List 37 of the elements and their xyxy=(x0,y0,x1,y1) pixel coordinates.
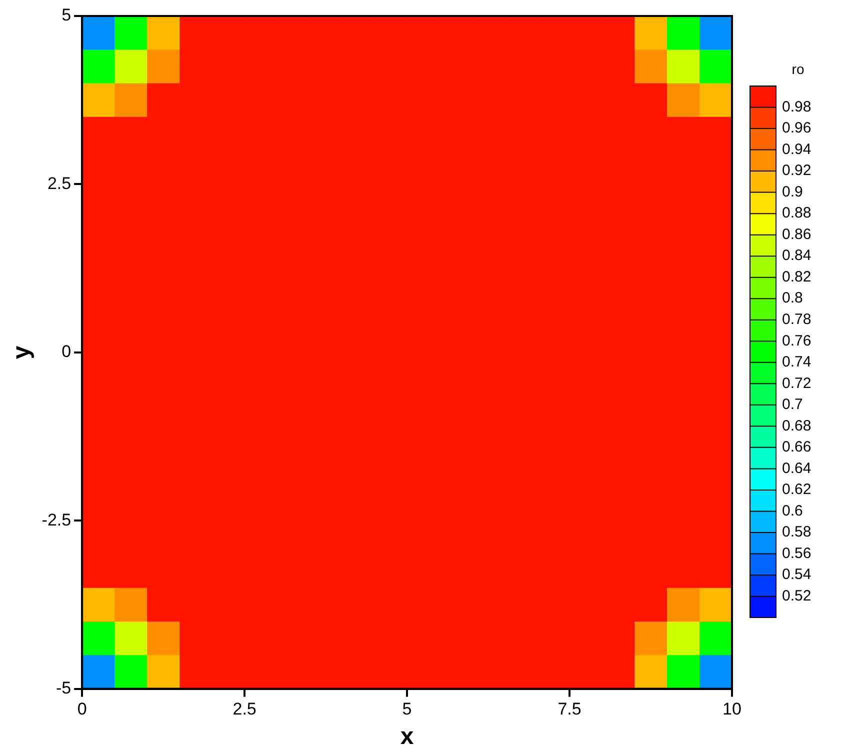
color-bar-label: 0.88 xyxy=(782,204,812,222)
x-tick-label: 5 xyxy=(402,700,412,719)
color-bar-label: 0.7 xyxy=(782,396,803,414)
color-bar-label: 0.9 xyxy=(782,183,803,200)
color-bar-label: 0.72 xyxy=(782,374,812,392)
y-tick-label: 0 xyxy=(62,342,72,362)
x-tick-label: 7.5 xyxy=(558,700,582,719)
color-bar-label: 0.52 xyxy=(782,587,812,604)
color-bar-label: 0.98 xyxy=(782,98,812,116)
y-tick-label: 2.5 xyxy=(47,174,72,193)
color-bar-label: 0.66 xyxy=(782,438,812,456)
x-tick-label: 2.5 xyxy=(232,700,256,719)
color-bar-title: ro xyxy=(792,60,804,77)
x-tick-label: 10 xyxy=(722,700,742,719)
color-bar-label: 0.68 xyxy=(782,417,812,434)
color-bar-label: 0.76 xyxy=(782,332,812,350)
color-bar-label: 0.84 xyxy=(782,247,812,264)
color-bar-label: 0.92 xyxy=(782,162,812,180)
y-tick-label: -2.5 xyxy=(42,510,72,530)
color-bar-label: 0.96 xyxy=(782,120,812,137)
y-tick-label: -5 xyxy=(56,678,72,698)
color-bar-label: 0.64 xyxy=(782,460,812,477)
color-bar-label: 0.8 xyxy=(782,290,803,307)
color-bar-label: 0.54 xyxy=(782,566,812,584)
color-bar-label: 0.82 xyxy=(782,268,812,286)
color-bar-label: 0.94 xyxy=(782,140,812,158)
color-bar-label: 0.74 xyxy=(782,354,812,371)
color-bar-label: 0.6 xyxy=(782,502,803,520)
color-bar-label: 0.86 xyxy=(782,226,812,243)
color-bar-label: 0.78 xyxy=(782,311,812,328)
x-tick-label: 0 xyxy=(77,700,87,719)
y-tick-label: 5 xyxy=(62,6,72,25)
y-axis-title: y xyxy=(8,345,36,360)
x-axis-title: x xyxy=(400,723,414,750)
color-bar-label: 0.56 xyxy=(782,544,812,562)
color-bar-label: 0.62 xyxy=(782,481,812,498)
color-bar-label: 0.58 xyxy=(782,524,812,541)
